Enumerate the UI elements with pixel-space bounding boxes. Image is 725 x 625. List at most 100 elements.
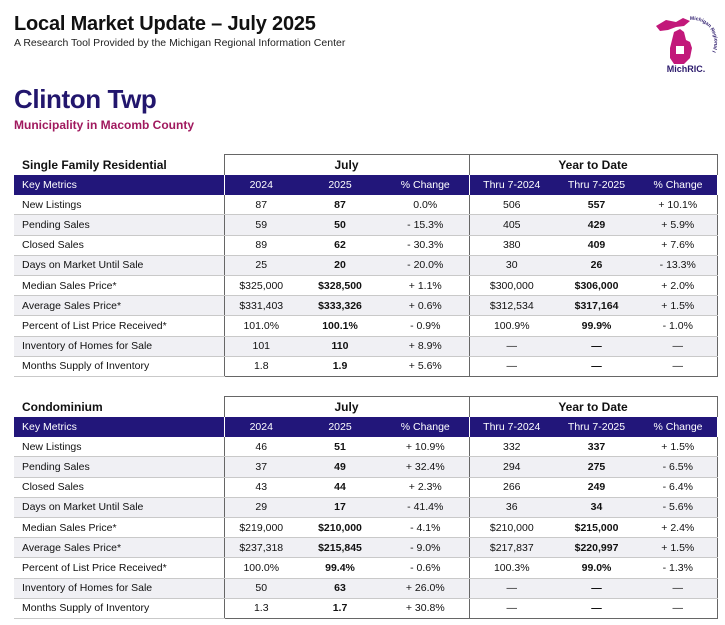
cell-thru-2025: 99.9%	[554, 315, 640, 337]
municipality-county: Municipality in Macomb County	[14, 118, 195, 132]
cell-thru-2024: —	[468, 356, 555, 377]
cell-thru-2025: 34	[554, 497, 640, 518]
report-subtitle: A Research Tool Provided by the Michigan…	[14, 37, 346, 49]
cell-ytd-pct-change: + 1.5%	[639, 537, 718, 559]
cell-2025: $210,000	[298, 517, 382, 539]
metric-label: Closed Sales	[14, 477, 224, 498]
col-thru-2025: Thru 7-2025	[554, 174, 640, 195]
report-title: Local Market Update – July 2025	[14, 13, 316, 35]
cell-ytd-pct-change: —	[639, 356, 718, 377]
cell-thru-2025: —	[554, 578, 640, 599]
cell-thru-2024: 100.3%	[468, 557, 555, 579]
cell-2024: 89	[223, 235, 298, 256]
cell-pct-change: - 30.3%	[382, 235, 470, 256]
metric-label: Percent of List Price Received*	[14, 315, 224, 337]
table-row: Median Sales Price* $325,000 $328,500 + …	[14, 275, 718, 297]
cell-2024: 100.0%	[223, 557, 298, 579]
cell-2025: $328,500	[298, 275, 382, 297]
cell-pct-change: + 26.0%	[382, 578, 470, 599]
cell-2025: 17	[298, 497, 382, 518]
col-2024: 2024	[223, 174, 298, 195]
table-row: Average Sales Price* $237,318 $215,845 -…	[14, 537, 718, 559]
cell-2025: $215,845	[298, 537, 382, 559]
cell-thru-2024: 266	[468, 477, 555, 498]
cell-thru-2024: —	[468, 336, 555, 357]
cell-2024: $331,403	[223, 295, 298, 317]
cell-thru-2024: 506	[468, 194, 555, 216]
cell-thru-2024: 30	[468, 255, 555, 276]
group-month: July	[223, 395, 470, 417]
group-header-row: Condominium July Year to Date	[14, 395, 718, 417]
col-ytd-pct-change: % Change	[639, 174, 718, 195]
cell-pct-change: + 5.6%	[382, 356, 470, 377]
section-title: Single Family Residential	[22, 157, 167, 172]
cell-2024: $325,000	[223, 275, 298, 297]
cell-thru-2025: $317,164	[554, 295, 640, 317]
group-ytd: Year to Date	[468, 395, 718, 417]
cell-thru-2024: —	[468, 598, 555, 619]
cell-2025: 62	[298, 235, 382, 256]
table-row: Median Sales Price* $219,000 $210,000 - …	[14, 517, 718, 539]
cell-thru-2025: $220,997	[554, 537, 640, 559]
logo-wordmark: MichRIC.	[666, 64, 706, 74]
cell-pct-change: + 2.3%	[382, 477, 470, 498]
cell-pct-change: - 4.1%	[382, 517, 470, 539]
col-2024: 2024	[223, 416, 298, 437]
cell-ytd-pct-change: + 7.6%	[639, 235, 718, 256]
metric-label: Pending Sales	[14, 214, 224, 236]
cell-2024: 1.8	[223, 356, 298, 377]
cell-2025: 51	[298, 436, 382, 458]
cell-2024: 87	[223, 194, 298, 216]
table-row: Pending Sales 37 49 + 32.4% 294 275 - 6.…	[14, 456, 718, 478]
cell-pct-change: - 41.4%	[382, 497, 470, 518]
table-row: Inventory of Homes for Sale 101 110 + 8.…	[14, 336, 718, 357]
table-row: New Listings 46 51 + 10.9% 332 337 + 1.5…	[14, 436, 718, 458]
metric-label: Inventory of Homes for Sale	[14, 578, 224, 599]
cell-2024: $219,000	[223, 517, 298, 539]
cell-thru-2025: $306,000	[554, 275, 640, 297]
metric-label: New Listings	[14, 194, 224, 216]
cell-pct-change: + 30.8%	[382, 598, 470, 619]
cell-pct-change: + 8.9%	[382, 336, 470, 357]
cell-2024: 101.0%	[223, 315, 298, 337]
col-key-metrics: Key Metrics	[14, 416, 224, 437]
cell-ytd-pct-change: —	[639, 598, 718, 619]
cell-thru-2024: $300,000	[468, 275, 555, 297]
cell-pct-change: + 10.9%	[382, 436, 470, 458]
cell-ytd-pct-change: + 10.1%	[639, 194, 718, 216]
table-row: Days on Market Until Sale 29 17 - 41.4% …	[14, 497, 718, 518]
single-family-table: Single Family Residential July Year to D…	[14, 153, 718, 377]
metric-label: Inventory of Homes for Sale	[14, 336, 224, 357]
cell-ytd-pct-change: + 2.0%	[639, 275, 718, 297]
table-row: Percent of List Price Received* 100.0% 9…	[14, 557, 718, 579]
col-thru-2024: Thru 7-2024	[468, 416, 555, 437]
cell-2024: 59	[223, 214, 298, 236]
metric-label: Months Supply of Inventory	[14, 598, 224, 619]
cell-pct-change: 0.0%	[382, 194, 470, 216]
cell-2024: $237,318	[223, 537, 298, 559]
cell-thru-2025: $215,000	[554, 517, 640, 539]
cell-thru-2024: 36	[468, 497, 555, 518]
condominium-table: Condominium July Year to Date Key Metric…	[14, 395, 718, 619]
cell-2024: 43	[223, 477, 298, 498]
cell-ytd-pct-change: + 1.5%	[639, 436, 718, 458]
cell-2024: 101	[223, 336, 298, 357]
section-title: Condominium	[22, 399, 103, 414]
group-month: July	[223, 153, 470, 175]
cell-thru-2024: 294	[468, 456, 555, 478]
metric-label: Closed Sales	[14, 235, 224, 256]
cell-ytd-pct-change: - 6.5%	[639, 456, 718, 478]
cell-2025: 100.1%	[298, 315, 382, 337]
cell-2025: 87	[298, 194, 382, 216]
cell-2025: 63	[298, 578, 382, 599]
cell-thru-2024: $312,534	[468, 295, 555, 317]
cell-thru-2025: 26	[554, 255, 640, 276]
cell-thru-2024: 100.9%	[468, 315, 555, 337]
cell-thru-2024: $217,837	[468, 537, 555, 559]
cell-thru-2024: $210,000	[468, 517, 555, 539]
col-pct-change: % Change	[382, 174, 470, 195]
cell-ytd-pct-change: + 2.4%	[639, 517, 718, 539]
cell-ytd-pct-change: - 1.3%	[639, 557, 718, 579]
metric-label: Average Sales Price*	[14, 537, 224, 559]
column-header-row: Key Metrics 2024 2025 % Change Thru 7-20…	[14, 416, 718, 437]
